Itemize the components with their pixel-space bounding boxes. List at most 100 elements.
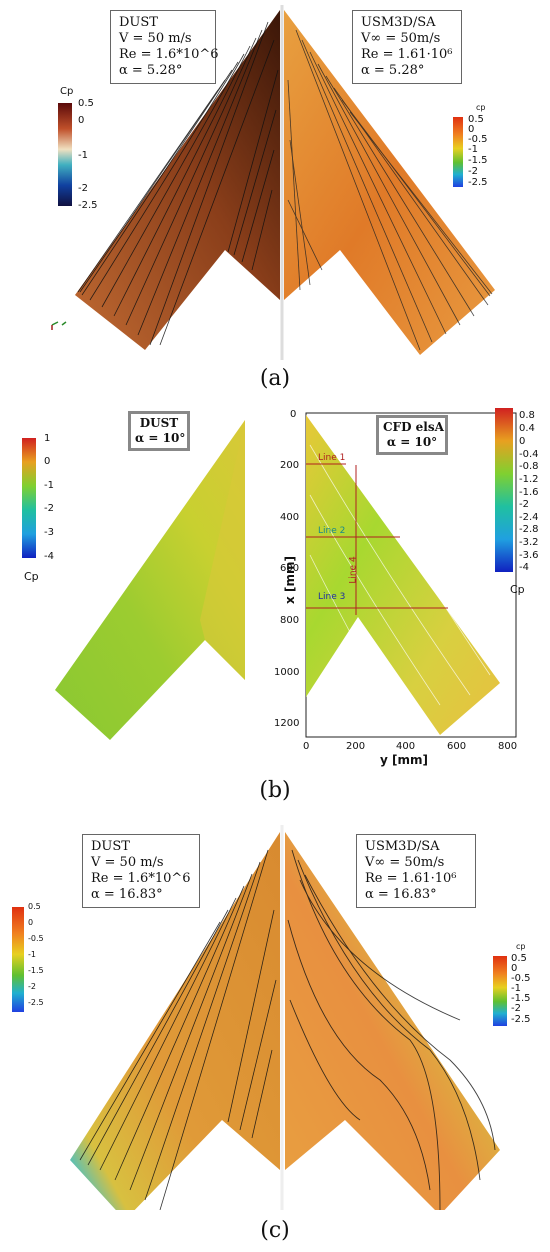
dust-colorbar [22, 438, 36, 558]
panel-b: DUST α = 10° CFD elsA α = 10° 1 0 -1 -2 … [0, 405, 550, 815]
colorbar-tick: -3.2 [519, 537, 539, 548]
colorbar-tick: -2.5 [28, 998, 44, 1007]
colorbar-tick: 0 [78, 115, 85, 126]
velocity: V = 50 m/s [119, 31, 192, 46]
colorbar-tick: 0 [28, 918, 34, 927]
solver-name: USM3D/SA [361, 15, 436, 30]
alpha: α = 10° [386, 435, 438, 449]
colorbar-tick: -2.5 [511, 1014, 531, 1025]
dust-label-box: DUST α = 10° [128, 411, 190, 451]
usm3d-streamlines [287, 29, 493, 351]
colorbar-tick: -2.5 [468, 177, 488, 188]
dust-colorbar [12, 907, 24, 1012]
x-tick: 800 [498, 741, 518, 752]
usm3d-streamlines [287, 849, 496, 1210]
colorbar-tick: -1.2 [519, 474, 539, 485]
colorbar-tick: -1.5 [511, 993, 531, 1004]
reynolds: Re = 1.6*10^6 [119, 47, 219, 62]
x-tick: 600 [447, 741, 467, 752]
line-4-label: Line 4 [348, 556, 359, 584]
usm3d-label-box: USM3D/SA V∞ = 50m/s Re = 1.61·10⁶ α = 5.… [352, 10, 462, 84]
reynolds: Re = 1.6*10^6 [91, 871, 191, 886]
panel-c-wing-render [12, 825, 507, 1210]
colorbar-tick: -1 [511, 983, 521, 994]
caption-a: (a) [259, 366, 291, 391]
colorbar-tick: -0.4 [519, 449, 539, 460]
colorbar-tick: -4 [519, 562, 529, 573]
dust-wing [55, 420, 245, 740]
colorbar-tick: -2 [44, 503, 54, 514]
axis-triad-icon [51, 321, 67, 330]
colorbar-tick: 1 [44, 433, 51, 444]
colorbar-tick: -3.6 [519, 550, 539, 561]
colorbar-title: Cp [24, 570, 39, 583]
colorbar-tick: 0.5 [468, 114, 484, 125]
colorbar-tick: -2.4 [519, 512, 539, 523]
dust-wing-half [70, 832, 280, 1210]
usm3d-colorbar [493, 956, 507, 1026]
panel-b-wing-render [22, 408, 517, 740]
colorbar-tick: -1.6 [519, 487, 539, 498]
reynolds: Re = 1.61·10⁶ [365, 871, 457, 886]
solver-name: DUST [119, 15, 158, 30]
x-tick: 400 [396, 741, 416, 752]
colorbar-tick: -2 [511, 1003, 521, 1014]
alpha: α = 10° [135, 431, 186, 445]
y-tick: 1200 [274, 718, 300, 729]
colorbar-tick: -1.5 [468, 155, 488, 166]
dust-wing-half [75, 10, 280, 350]
line-3-label: Line 3 [318, 592, 346, 602]
y-axis-label: x [mm] [282, 556, 297, 604]
colorbar-tick: -0.5 [511, 973, 531, 984]
reynolds: Re = 1.61·10⁶ [361, 47, 453, 62]
colorbar-tick: -2 [468, 166, 478, 177]
y-tick: 400 [280, 512, 300, 523]
colorbar-tick: 0 [44, 456, 51, 467]
colorbar-title: cp [476, 103, 486, 112]
usm3d-colorbar [453, 117, 463, 187]
colorbar-tick: -3 [44, 527, 54, 538]
elsa-colorbar [495, 408, 513, 572]
dust-label-box: DUST V = 50 m/s Re = 1.6*10^6 α = 5.28° [110, 10, 219, 84]
elsa-wing [306, 415, 500, 735]
dust-streamlines [79, 849, 277, 1210]
dust-label-box: DUST V = 50 m/s Re = 1.6*10^6 α = 16.83° [82, 834, 200, 908]
caption-c: (c) [260, 1218, 290, 1243]
dust-streamlines [77, 21, 279, 346]
colorbar-tick: -0.8 [519, 461, 539, 472]
panel-c: DUST V = 50 m/s Re = 1.6*10^6 α = 16.83°… [0, 820, 550, 1252]
y-tick: 800 [280, 615, 300, 626]
alpha: α = 5.28° [119, 63, 183, 78]
measurement-lines [306, 463, 448, 615]
usm3d-wing-half [285, 832, 500, 1210]
colorbar-tick: -0.5 [468, 134, 488, 145]
line-2-label: Line 2 [318, 526, 346, 536]
colorbar-tick: 0 [519, 436, 526, 447]
solver-name: DUST [91, 839, 130, 854]
colorbar-tick: 0.4 [519, 423, 535, 434]
usm3d-wing-half [284, 10, 495, 355]
colorbar-tick: -1 [44, 480, 54, 491]
colorbar-tick: 0.5 [28, 902, 41, 911]
y-tick: 1000 [274, 667, 300, 678]
colorbar-tick: -0.5 [28, 934, 44, 943]
colorbar-tick: -2.5 [78, 200, 98, 211]
colorbar-title: Cp [510, 583, 525, 596]
colorbar-tick: 0.5 [78, 98, 94, 109]
colorbar-tick: 0.5 [511, 953, 527, 964]
velocity: V∞ = 50m/s [365, 855, 445, 870]
colorbar-tick: -1.5 [28, 966, 44, 975]
colorbar-tick: 0 [468, 124, 475, 135]
colorbar-tick: -1 [28, 950, 36, 959]
alpha: α = 5.28° [361, 63, 425, 78]
y-tick: 200 [280, 460, 300, 471]
colorbar-tick: -2 [28, 982, 36, 991]
colorbar-title: cp [516, 942, 526, 951]
y-tick: 600 [280, 563, 300, 574]
colorbar-title: Cp [60, 86, 74, 97]
velocity: V∞ = 50m/s [361, 31, 441, 46]
x-axis-label: y [mm] [380, 753, 428, 767]
colorbar-tick: -2.8 [519, 524, 539, 535]
solver-name: CFD elsA [383, 420, 444, 434]
colorbar-tick: 0.8 [519, 410, 535, 421]
